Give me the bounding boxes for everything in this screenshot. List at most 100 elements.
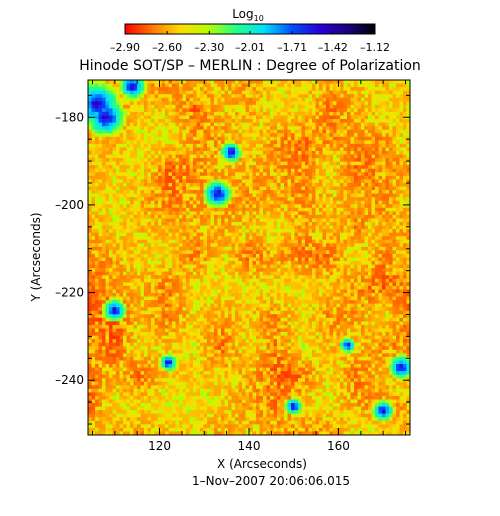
heatmap-cell (386, 165, 390, 169)
heatmap-cell (354, 165, 358, 169)
heatmap-cell (277, 126, 281, 130)
heatmap-cell (242, 190, 246, 194)
heatmap-cell (403, 140, 407, 144)
heatmap-cell (88, 94, 92, 98)
heatmap-cell (116, 94, 120, 98)
heatmap-cell (148, 133, 152, 137)
heatmap-cell (179, 151, 183, 155)
heatmap-cell (270, 144, 274, 148)
heatmap-cell (340, 254, 344, 258)
heatmap-cell (193, 162, 197, 166)
heatmap-cell (333, 126, 337, 130)
heatmap-cell (354, 84, 358, 88)
heatmap-cells (88, 80, 410, 435)
heatmap-cell (309, 197, 313, 201)
heatmap-cell (382, 240, 386, 244)
heatmap-cell (169, 236, 173, 240)
heatmap-cell (379, 98, 383, 102)
heatmap-cell (309, 222, 313, 226)
heatmap-cell (88, 258, 92, 262)
heatmap-cell (204, 211, 208, 215)
heatmap-cell (123, 169, 127, 173)
heatmap-cell (225, 172, 229, 176)
heatmap-cell (200, 112, 204, 116)
heatmap-cell (354, 211, 358, 215)
heatmap-cell (204, 179, 208, 183)
heatmap-cell (204, 87, 208, 91)
heatmap-cell (99, 84, 103, 88)
heatmap-cell (288, 233, 292, 237)
heatmap-cell (186, 268, 190, 272)
heatmap-cell (239, 87, 243, 91)
heatmap-cell (295, 176, 299, 180)
heatmap-cell (204, 229, 208, 233)
heatmap-cell (305, 247, 309, 251)
heatmap-cell (183, 268, 187, 272)
heatmap-cell (393, 208, 397, 212)
heatmap-cell (179, 155, 183, 159)
heatmap-cell (400, 151, 404, 155)
heatmap-cell (260, 155, 264, 159)
heatmap-cell (323, 268, 327, 272)
heatmap-cell (263, 98, 267, 102)
heatmap-cell (225, 162, 229, 166)
heatmap-cell (396, 197, 400, 201)
heatmap-cell (183, 112, 187, 116)
heatmap-cell (298, 172, 302, 176)
heatmap-cell (214, 208, 218, 212)
heatmap-cell (155, 229, 159, 233)
heatmap-cell (267, 233, 271, 237)
heatmap-cell (193, 165, 197, 169)
heatmap-cell (256, 229, 260, 233)
heatmap-cell (92, 176, 96, 180)
heatmap-cell (221, 250, 225, 254)
heatmap-cell (316, 247, 320, 251)
heatmap-cell (312, 233, 316, 237)
heatmap-cell (232, 94, 236, 98)
heatmap-cell (274, 229, 278, 233)
heatmap-cell (344, 194, 348, 198)
heatmap-cell (130, 229, 134, 233)
heatmap-cell (172, 147, 176, 151)
heatmap-cell (169, 201, 173, 205)
heatmap-cell (200, 261, 204, 265)
heatmap-cell (277, 240, 281, 244)
heatmap-cell (197, 112, 201, 116)
heatmap-cell (291, 261, 295, 265)
heatmap-cell (379, 236, 383, 240)
heatmap-cell (162, 187, 166, 191)
heatmap-cell (228, 130, 232, 134)
heatmap-cell (235, 87, 239, 91)
heatmap-cell (169, 215, 173, 219)
heatmap-cell (144, 201, 148, 205)
heatmap-cell (162, 101, 166, 105)
heatmap-cell (347, 204, 351, 208)
heatmap-cell (95, 137, 99, 141)
heatmap-cell (197, 137, 201, 141)
heatmap-cell (200, 187, 204, 191)
heatmap-cell (246, 215, 250, 219)
heatmap-cell (123, 105, 127, 109)
heatmap-cell (288, 240, 292, 244)
heatmap-cell (333, 112, 337, 116)
heatmap-cell (372, 147, 376, 151)
heatmap-cell (291, 165, 295, 169)
heatmap-cell (204, 84, 208, 88)
heatmap-cell (106, 147, 110, 151)
heatmap-cell (344, 222, 348, 226)
heatmap-cell (197, 222, 201, 226)
heatmap-cell (197, 176, 201, 180)
heatmap-cell (330, 84, 334, 88)
heatmap-cell (270, 187, 274, 191)
heatmap-cell (239, 126, 243, 130)
heatmap-cell (113, 169, 117, 173)
heatmap-cell (396, 158, 400, 162)
heatmap-cell (207, 190, 211, 194)
heatmap-cell (207, 197, 211, 201)
heatmap-cell (291, 123, 295, 127)
heatmap-cell (263, 172, 267, 176)
heatmap-cell (267, 105, 271, 109)
heatmap-cell (190, 155, 194, 159)
heatmap-cell (277, 176, 281, 180)
heatmap-cell (176, 254, 180, 258)
